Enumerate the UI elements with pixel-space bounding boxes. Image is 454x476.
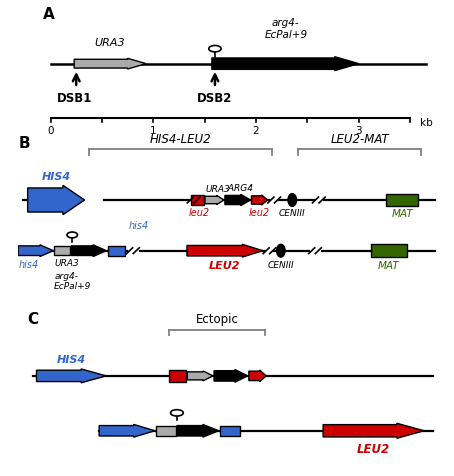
Bar [371,244,407,257]
Polygon shape [205,196,224,205]
Text: ARG4: ARG4 [225,184,253,193]
Polygon shape [74,59,146,69]
Bar [156,426,176,436]
Text: URA3: URA3 [54,259,79,268]
Text: leu2: leu2 [248,208,270,218]
Polygon shape [36,369,106,383]
Text: MAT: MAT [391,209,413,219]
Text: 2: 2 [253,126,259,136]
Text: kb: kb [420,118,433,128]
Text: LEU2: LEU2 [357,443,390,456]
Text: his4: his4 [18,260,39,270]
Bar [191,195,204,205]
Text: A: A [43,8,55,22]
Text: arg4-
EcPal+9: arg4- EcPal+9 [54,271,92,291]
Circle shape [171,410,183,416]
Text: C: C [27,312,39,327]
Bar [386,194,419,207]
Ellipse shape [276,244,285,257]
Polygon shape [188,371,213,381]
Text: CENIII: CENIII [267,261,294,270]
Bar [220,426,240,436]
Text: DSB2: DSB2 [197,91,232,105]
Text: LEU2-MAT: LEU2-MAT [330,132,389,146]
Text: leu2: leu2 [189,208,210,218]
Polygon shape [214,369,248,382]
Polygon shape [249,370,266,382]
Text: arg4-
EcPal+9: arg4- EcPal+9 [264,18,307,40]
Circle shape [67,232,78,238]
Text: HIS4-LEU2: HIS4-LEU2 [150,132,212,146]
Text: 1: 1 [150,126,157,136]
Polygon shape [212,57,359,70]
Bar [54,246,70,255]
Polygon shape [71,245,106,257]
Text: LEU2: LEU2 [209,261,241,271]
Polygon shape [323,423,424,438]
Text: HIS4: HIS4 [57,356,86,366]
Bar [169,370,186,382]
Ellipse shape [288,194,296,207]
Text: URA3: URA3 [205,185,230,194]
Text: 3: 3 [355,126,362,136]
Text: Ectopic: Ectopic [196,313,238,326]
Polygon shape [18,245,53,257]
Text: DSB1: DSB1 [56,91,92,105]
Text: HIS4: HIS4 [41,172,71,182]
Polygon shape [225,194,251,206]
Text: CENIII: CENIII [279,209,306,218]
Text: his4: his4 [128,221,148,231]
Polygon shape [252,195,267,205]
Bar [108,246,125,256]
Text: URA3: URA3 [95,38,125,48]
Text: 0: 0 [47,126,54,136]
Polygon shape [28,185,84,215]
Text: B: B [18,136,30,151]
Text: MAT: MAT [378,261,400,271]
Polygon shape [177,425,219,437]
Circle shape [209,46,221,52]
Polygon shape [187,244,263,257]
Polygon shape [99,425,155,437]
